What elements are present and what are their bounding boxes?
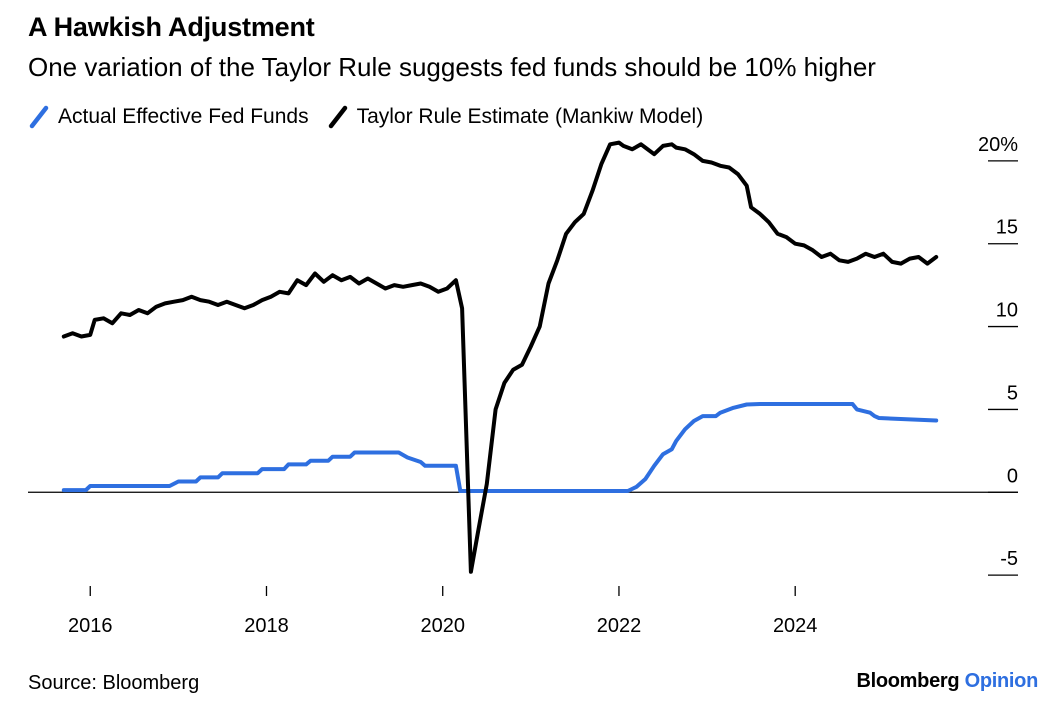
y-tick-label: 10 (996, 300, 1018, 322)
y-tick-label: 5 (1007, 382, 1018, 404)
legend-label-taylor: Taylor Rule Estimate (Mankiw Model) (356, 105, 704, 128)
series-line-taylor-rule (61, 140, 939, 574)
x-tick-label: 2020 (420, 615, 465, 637)
y-tick-label: -5 (1000, 548, 1018, 570)
brand-sub: Opinion (964, 670, 1039, 692)
legend-swatch-taylor (328, 105, 347, 129)
chart-subtitle: One variation of the Taylor Rule suggest… (28, 52, 876, 82)
chart-title: A Hawkish Adjustment (28, 12, 315, 42)
x-tick-label: 2022 (597, 615, 642, 637)
brand-logo: Bloomberg Opinion (856, 670, 1038, 693)
legend-swatch-actual (29, 105, 49, 129)
x-tick-label: 2016 (68, 615, 113, 637)
y-tick-label: 20% (978, 134, 1018, 156)
brand-main: Bloomberg (856, 670, 960, 692)
x-tick-label: 2018 (244, 615, 289, 637)
legend-item-actual: Actual Effective Fed Funds (28, 105, 309, 129)
legend-label-actual: Actual Effective Fed Funds (58, 105, 309, 128)
x-tick-label: 2024 (773, 615, 818, 637)
source-note: Source: Bloomberg (28, 672, 200, 694)
legend-item-taylor: Taylor Rule Estimate (Mankiw Model) (327, 105, 704, 129)
chart-legend: Actual Effective Fed Funds Taylor Rule E… (28, 103, 721, 131)
series-line-actual-fed-funds (61, 402, 939, 493)
y-tick-label: 0 (1007, 465, 1018, 487)
y-tick-label: 15 (996, 217, 1018, 239)
